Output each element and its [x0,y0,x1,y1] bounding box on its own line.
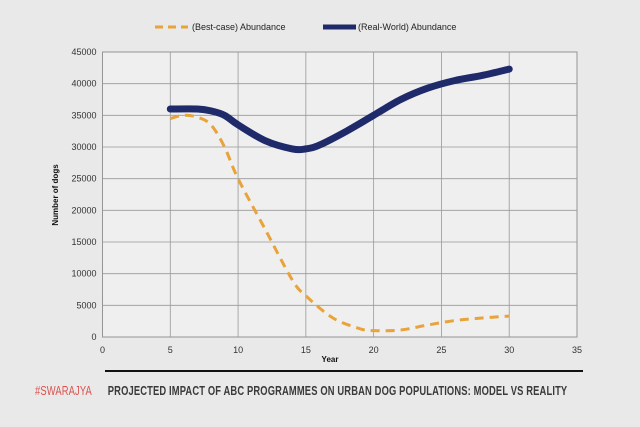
x-tick-label: 35 [572,345,582,355]
x-tick-label: 0 [100,345,105,355]
y-tick-label: 10000 [71,269,96,279]
y-tick-labels: 0 5000 10000 15000 20000 25000 30000 35000 40000… [71,47,96,342]
series-lines [166,65,513,333]
y-tick-label: 40000 [71,79,96,89]
legend-label-best-case: (Best-case) Abundance [192,22,286,32]
y-tick-label: 25000 [71,174,96,184]
x-tick-label: 30 [504,345,514,355]
chart-title: PROJECTED IMPACT OF ABC PROGRAMMES ON UR… [107,383,568,398]
x-tick-label: 15 [301,345,311,355]
plot-area [102,51,578,338]
brand-logo: #SWARAJYA [35,383,92,398]
series-line-best-case [169,113,510,333]
x-tick-label: 25 [436,345,446,355]
y-tick-label: 0 [91,332,96,342]
grid [102,51,578,338]
x-axis-label: Year [322,355,339,364]
x-tick-label: 10 [233,345,243,355]
legend-label-real-world: (Real-World) Abundance [358,22,456,32]
footer: #SWARAJYA PROJECTED IMPACT OF ABC PROGRAM… [35,383,567,398]
footer-divider [105,370,583,372]
y-tick-label: 30000 [71,142,96,152]
y-tick-label: 35000 [71,110,96,120]
legend: (Best-case) Abundance (Real-World) Abund… [155,22,456,32]
x-tick-label: 20 [369,345,379,355]
y-tick-label: 20000 [71,205,96,215]
x-tick-label: 5 [168,345,173,355]
y-tick-label: 45000 [71,47,96,57]
y-tick-label: 5000 [76,300,96,310]
series-line-real-world [166,65,513,154]
x-tick-labels: 0 5 10 15 20 25 30 35 [100,345,582,355]
y-axis-label: Number of dogs [51,164,60,226]
y-tick-label: 15000 [71,237,96,247]
